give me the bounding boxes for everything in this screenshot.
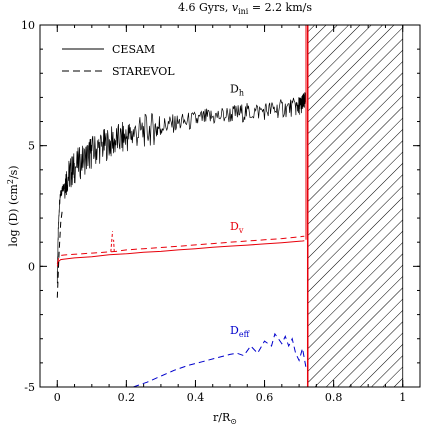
axis-ticks: 0 0.2 0.4 0.6 0.8 1 -5 0 5 10 [21, 19, 420, 404]
convective-envelope-region [307, 24, 404, 388]
series-line-dv-cesam [56, 240, 305, 267]
x-tick-label: 0.8 [325, 391, 343, 404]
series-line-dv-starevol [56, 235, 305, 265]
x-tick-label: 0.6 [256, 391, 274, 404]
dv-starevol-spike [110, 231, 115, 252]
annotation-dh: Dh [230, 83, 244, 98]
x-tick-label: 0.2 [118, 391, 136, 404]
convective-envelope-hatch [306, 24, 404, 388]
series-layer [56, 25, 307, 388]
annotation-dv: Dv [230, 220, 244, 235]
legend: CESAM STAREVOL [62, 43, 175, 78]
chart-title: 4.6 Gyrs, vini = 2.2 km/s [178, 1, 312, 16]
y-axis-label: log (D) (cm2/s) [6, 165, 20, 246]
legend-label-cesam: CESAM [112, 43, 155, 56]
y-tick-label: -5 [24, 381, 35, 394]
y-tick-label: 0 [28, 260, 35, 273]
x-tick-label: 0.4 [187, 391, 205, 404]
y-tick-label: 5 [28, 140, 35, 153]
series-line-deff-starevol [133, 332, 307, 388]
annotations: Dh Dv Deff [230, 83, 251, 339]
series-line-dh-starevol [56, 208, 63, 298]
x-tick-label: 0 [54, 391, 61, 404]
x-axis-label: r/R⊙ [213, 411, 237, 426]
x-tick-label: 1 [399, 391, 406, 404]
legend-label-starevol: STAREVOL [112, 65, 175, 78]
series-line-dh-cesam [56, 92, 307, 284]
annotation-deff: Deff [230, 324, 251, 339]
y-tick-label: 10 [21, 19, 35, 32]
